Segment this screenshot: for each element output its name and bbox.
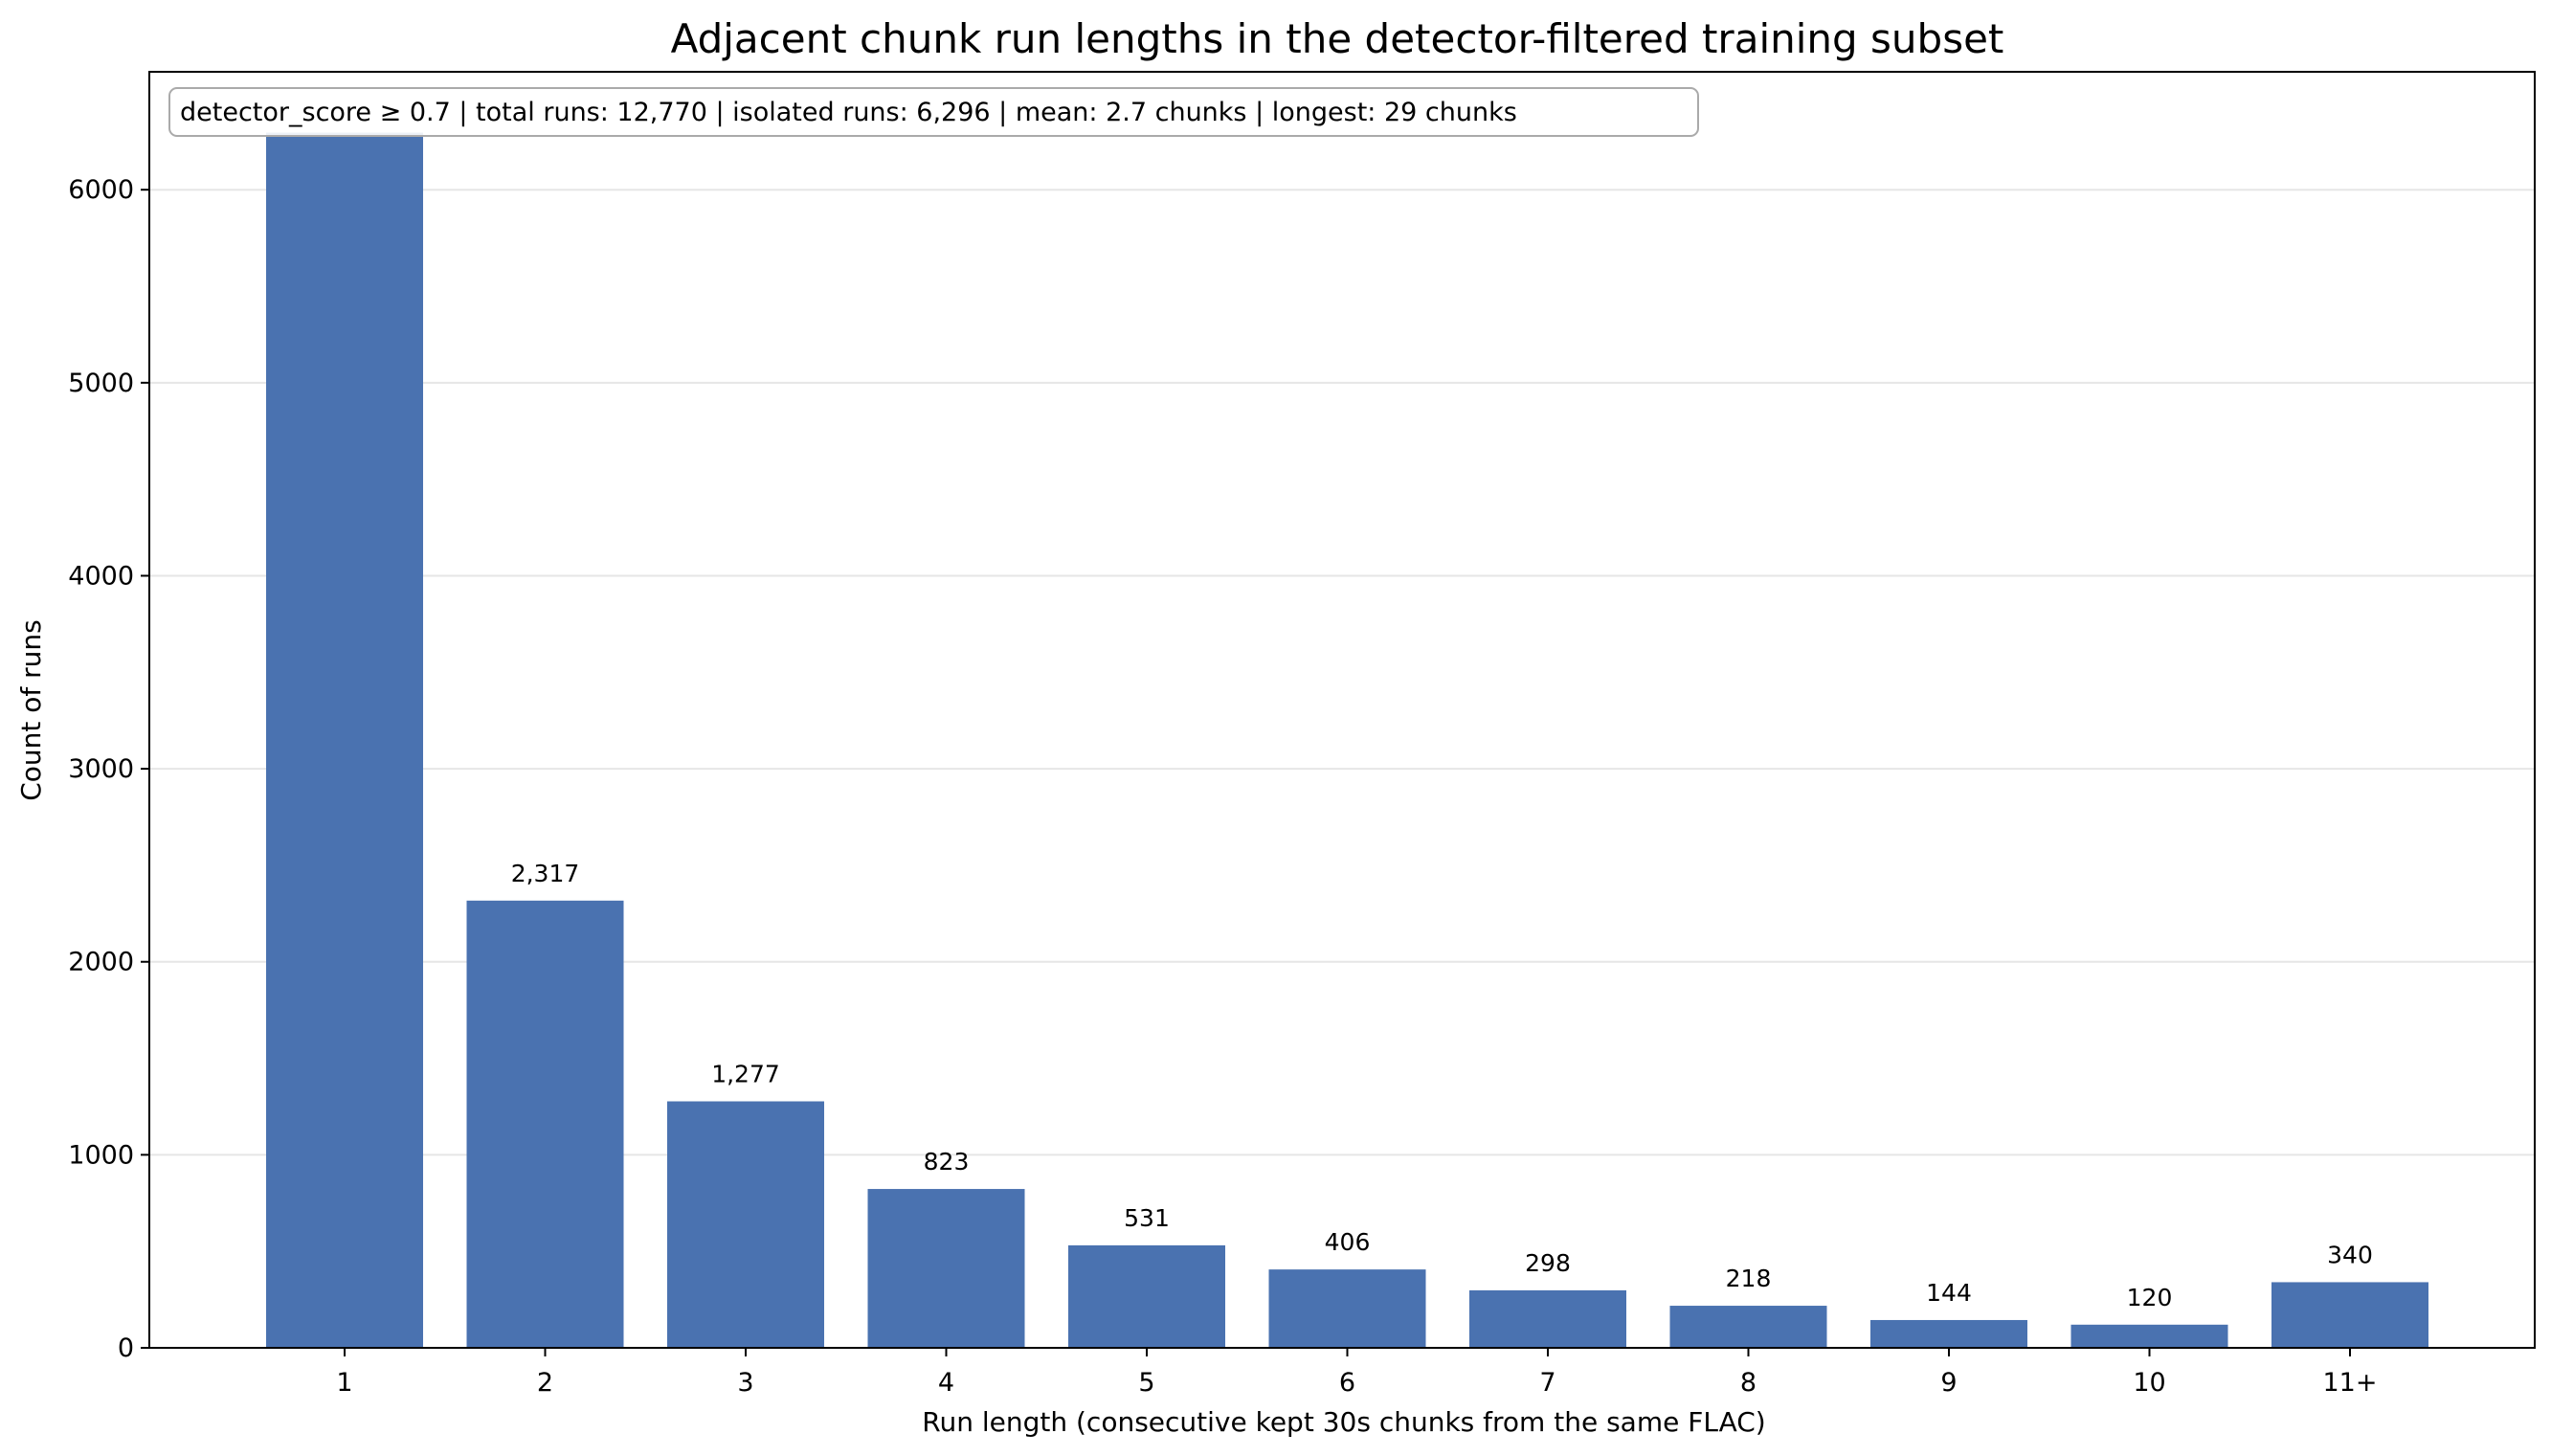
x-tick-label: 5 bbox=[1138, 1368, 1154, 1398]
bar-value-label: 298 bbox=[1525, 1249, 1571, 1277]
annotation-box: detector_score ≥ 0.7 | total runs: 12,77… bbox=[168, 87, 1699, 137]
bar-value-label: 823 bbox=[924, 1148, 970, 1176]
x-tick-label: 3 bbox=[737, 1368, 753, 1398]
y-tick-label: 4000 bbox=[68, 561, 134, 591]
data-labels: 2,317 1,277 823 531 406 298 218 144 120 340 bbox=[511, 860, 2373, 1311]
bar bbox=[1068, 1244, 1225, 1348]
bar bbox=[2271, 1282, 2428, 1348]
bar bbox=[2070, 1324, 2228, 1348]
bar-value-label: 144 bbox=[1926, 1279, 1972, 1307]
y-tick-label: 2000 bbox=[68, 948, 134, 977]
bar-value-label: 406 bbox=[1325, 1228, 1371, 1256]
x-tick-label: 7 bbox=[1539, 1368, 1555, 1398]
annotation-frame bbox=[168, 87, 1699, 137]
y-tick-label: 0 bbox=[118, 1333, 134, 1363]
x-tick-label: 4 bbox=[938, 1368, 954, 1398]
y-axis: 0 1000 2000 3000 4000 5000 6000 bbox=[68, 175, 149, 1363]
bar-value-label: 120 bbox=[2127, 1284, 2173, 1311]
y-tick-label: 3000 bbox=[68, 754, 134, 784]
x-tick-label: 6 bbox=[1339, 1368, 1355, 1398]
y-tick-label: 1000 bbox=[68, 1140, 134, 1170]
annotation-text: detector_score ≥ 0.7 | total runs: 12,77… bbox=[180, 98, 1517, 127]
bar-value-label: 340 bbox=[2327, 1241, 2373, 1268]
x-tick-label: 1 bbox=[336, 1368, 352, 1398]
x-tick-label: 11+ bbox=[2323, 1368, 2378, 1398]
y-axis-label: Count of runs bbox=[15, 619, 47, 801]
y-tick-label: 5000 bbox=[68, 369, 134, 398]
x-axis-label: Run length (consecutive kept 30s chunks … bbox=[922, 1406, 1765, 1438]
bar bbox=[266, 132, 423, 1348]
chart-title: Adjacent chunk run lengths in the detect… bbox=[671, 15, 2004, 62]
x-axis: 1 2 3 4 5 6 7 8 9 10 11+ bbox=[336, 1348, 2377, 1398]
bar-value-label: 1,277 bbox=[711, 1061, 780, 1088]
bar-value-label: 218 bbox=[1726, 1265, 1772, 1292]
x-tick-label: 8 bbox=[1740, 1368, 1757, 1398]
bar bbox=[1469, 1289, 1626, 1348]
plot-frame bbox=[148, 71, 2536, 1349]
bar bbox=[867, 1189, 1025, 1348]
bar bbox=[1870, 1319, 2027, 1348]
bar bbox=[1669, 1306, 1827, 1348]
x-tick-label: 2 bbox=[537, 1368, 553, 1398]
bar bbox=[466, 900, 624, 1348]
bars bbox=[266, 132, 2428, 1348]
x-tick-label: 10 bbox=[2133, 1368, 2165, 1398]
y-tick-label: 6000 bbox=[68, 175, 134, 205]
bar-value-label: 531 bbox=[1124, 1204, 1170, 1232]
x-tick-label: 9 bbox=[1940, 1368, 1957, 1398]
bar bbox=[1268, 1269, 1426, 1348]
bar-value-label: 2,317 bbox=[511, 860, 580, 887]
bar bbox=[667, 1101, 824, 1348]
